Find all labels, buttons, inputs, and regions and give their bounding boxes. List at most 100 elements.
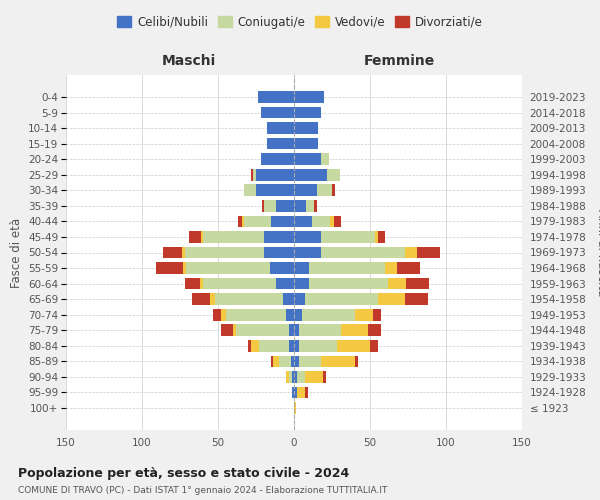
Bar <box>314 200 317 211</box>
Bar <box>294 231 322 243</box>
Bar <box>233 324 236 336</box>
Bar <box>256 184 294 196</box>
Bar <box>312 216 331 227</box>
Legend: Celibi/Nubili, Coniugati/e, Vedovi/e, Divorziati/e: Celibi/Nubili, Coniugati/e, Vedovi/e, Di… <box>112 11 488 34</box>
Bar <box>192 294 211 305</box>
Bar <box>215 294 283 305</box>
Bar <box>297 371 305 383</box>
Bar <box>377 294 405 305</box>
Bar <box>292 371 294 383</box>
Bar <box>317 184 332 196</box>
Bar <box>244 216 271 227</box>
Bar <box>248 340 251 351</box>
Bar <box>406 278 429 289</box>
Bar <box>299 324 341 336</box>
Bar <box>305 294 377 305</box>
Bar <box>323 371 326 383</box>
Bar <box>405 246 417 258</box>
Bar <box>283 294 294 305</box>
Bar <box>294 106 322 118</box>
Bar <box>305 371 323 383</box>
Bar <box>260 106 294 118</box>
Bar <box>341 324 368 336</box>
Bar <box>297 386 305 398</box>
Bar <box>370 340 377 351</box>
Bar <box>294 200 306 211</box>
Bar <box>322 231 374 243</box>
Bar <box>368 324 380 336</box>
Bar <box>269 262 294 274</box>
Bar <box>263 200 276 211</box>
Bar <box>289 324 294 336</box>
Bar <box>294 138 319 149</box>
Text: Maschi: Maschi <box>162 54 216 68</box>
Bar <box>294 402 296 414</box>
Text: Femmine: Femmine <box>363 54 434 68</box>
Text: COMUNE DI TRAVO (PC) - Dati ISTAT 1° gennaio 2024 - Elaborazione TUTTITALIA.IT: COMUNE DI TRAVO (PC) - Dati ISTAT 1° gen… <box>18 486 388 495</box>
Bar <box>257 91 294 103</box>
Text: Popolazione per età, sesso e stato civile - 2024: Popolazione per età, sesso e stato civil… <box>18 466 349 479</box>
Bar <box>322 356 355 367</box>
Y-axis label: Fasce di età: Fasce di età <box>10 218 23 288</box>
Bar <box>322 154 329 165</box>
Bar <box>214 309 221 320</box>
Bar <box>405 294 428 305</box>
Bar <box>309 262 385 274</box>
Bar <box>294 262 309 274</box>
Bar <box>306 200 314 211</box>
Bar <box>294 324 299 336</box>
Bar <box>309 278 388 289</box>
Bar <box>337 340 370 351</box>
Bar <box>203 231 263 243</box>
Bar <box>294 340 299 351</box>
Bar <box>294 294 305 305</box>
Bar <box>201 231 203 243</box>
Bar <box>189 231 201 243</box>
Bar <box>294 154 322 165</box>
Bar <box>185 278 200 289</box>
Bar <box>253 169 256 180</box>
Bar <box>289 340 294 351</box>
Bar <box>417 246 440 258</box>
Bar <box>279 356 291 367</box>
Bar <box>334 216 341 227</box>
Bar <box>183 262 186 274</box>
Bar <box>355 356 358 367</box>
Bar <box>262 200 263 211</box>
Bar <box>332 184 335 196</box>
Bar <box>236 324 289 336</box>
Bar <box>251 169 253 180</box>
Bar <box>266 138 294 149</box>
Bar <box>263 231 294 243</box>
Bar <box>294 169 328 180</box>
Bar <box>355 309 373 320</box>
Bar <box>259 340 289 351</box>
Bar <box>276 278 294 289</box>
Bar <box>238 216 242 227</box>
Bar <box>388 278 406 289</box>
Bar <box>328 169 340 180</box>
Bar <box>266 122 294 134</box>
Bar <box>163 246 182 258</box>
Bar <box>294 216 312 227</box>
Bar <box>377 231 385 243</box>
Bar <box>251 340 259 351</box>
Bar <box>385 262 397 274</box>
Bar <box>221 324 233 336</box>
Bar <box>276 200 294 211</box>
Bar <box>374 231 377 243</box>
Bar <box>294 184 317 196</box>
Bar <box>260 154 294 165</box>
Bar <box>186 262 269 274</box>
Bar <box>271 216 294 227</box>
Bar <box>291 356 294 367</box>
Bar <box>271 356 273 367</box>
Bar <box>294 278 309 289</box>
Bar <box>294 371 297 383</box>
Bar <box>294 122 319 134</box>
Bar <box>286 371 289 383</box>
Bar <box>397 262 420 274</box>
Y-axis label: Anni di nascita: Anni di nascita <box>595 209 600 296</box>
Bar <box>331 216 334 227</box>
Bar <box>373 309 380 320</box>
